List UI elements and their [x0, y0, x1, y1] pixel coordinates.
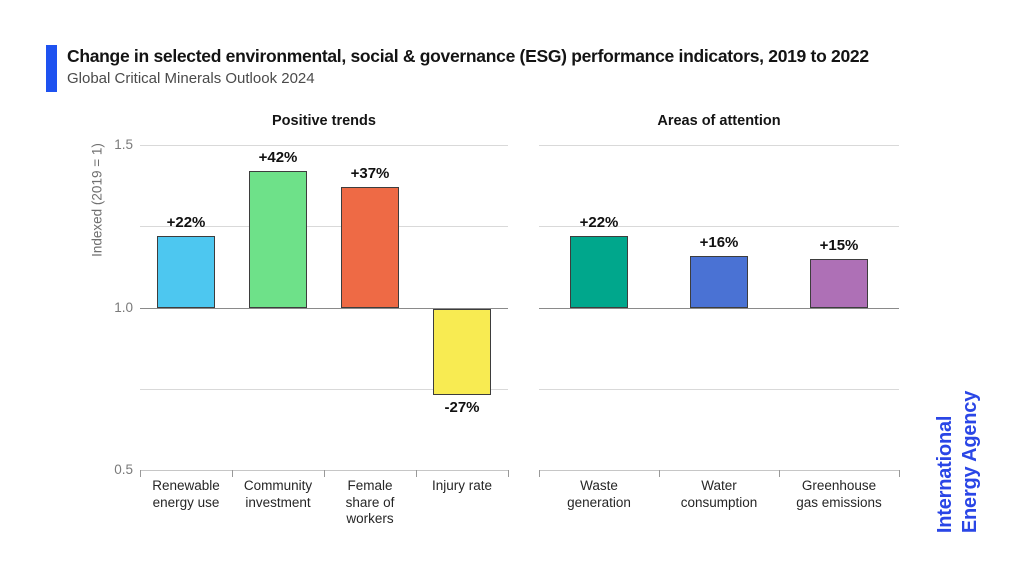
- gridline-1: [539, 307, 899, 309]
- value-label-renewable-energy-use: +22%: [166, 214, 206, 231]
- value-label-greenhouse-gas-emissions: +15%: [819, 236, 859, 254]
- value-label-water-consumption: +16%: [699, 233, 739, 251]
- axis-label-water-consumption: Water consumption: [680, 478, 758, 510]
- bar-female-share-of-workers: [341, 187, 399, 308]
- bar-injury-rate: [433, 308, 491, 396]
- bar-water-consumption: [690, 255, 748, 308]
- x-tick: [779, 470, 780, 477]
- bar-greenhouse-gas-emissions: [810, 258, 868, 308]
- x-tick: [140, 470, 141, 477]
- value-label-female-share-of-workers: +37%: [350, 165, 390, 183]
- axis-label-waste-generation: Waste generation: [567, 478, 631, 510]
- x-tick: [659, 470, 660, 477]
- bar-renewable-energy-use: [157, 236, 215, 308]
- value-label-waste-generation: +22%: [579, 214, 619, 231]
- y-axis-title: Indexed (2019 = 1): [89, 143, 105, 257]
- axis-label-community-investment: Community investment: [243, 478, 313, 510]
- panel-title-areas-of-attention: Areas of attention: [657, 113, 781, 129]
- panel-title-positive-trends: Positive trends: [272, 113, 376, 129]
- figure-subtitle: Global Critical Minerals Outlook 2024: [67, 70, 315, 87]
- x-tick: [324, 470, 325, 477]
- gridline-1.5: [539, 145, 899, 146]
- value-label-community-investment: +42%: [258, 149, 298, 166]
- iea-logo: International Energy Agency: [933, 391, 983, 533]
- y-tick-1.5: 1.5: [114, 137, 133, 152]
- gridline-0.75: [140, 388, 508, 390]
- axis-label-injury-rate: Injury rate: [431, 478, 493, 493]
- x-tick: [416, 470, 417, 477]
- axis-label-renewable-energy-use: Renewable energy use: [152, 478, 220, 510]
- gridline-1.25: [539, 226, 899, 228]
- y-tick-0.5: 0.5: [114, 462, 133, 477]
- gridline-1: [140, 307, 508, 309]
- bar-community-investment: [249, 171, 307, 308]
- bar-waste-generation: [570, 236, 628, 308]
- gridline-0.5: [539, 470, 899, 471]
- axis-label-greenhouse-gas-emissions: Greenhouse gas emissions: [796, 478, 882, 510]
- x-tick: [232, 470, 233, 477]
- x-tick: [539, 470, 540, 477]
- x-tick: [899, 470, 900, 477]
- gridline-0.75: [539, 388, 899, 390]
- gridline-1.5: [140, 145, 508, 146]
- title-accent-bar: [46, 45, 57, 92]
- axis-label-female-share-of-workers: Female share of workers: [345, 478, 395, 526]
- x-tick: [508, 470, 509, 477]
- figure-title: Change in selected environmental, social…: [67, 46, 869, 66]
- value-label-injury-rate: -27%: [444, 399, 480, 417]
- iea-logo-line2: Energy Agency: [959, 390, 981, 534]
- y-tick-1.0: 1.0: [114, 299, 133, 315]
- iea-logo-line1: International: [934, 415, 956, 534]
- gridline-1.25: [140, 226, 508, 228]
